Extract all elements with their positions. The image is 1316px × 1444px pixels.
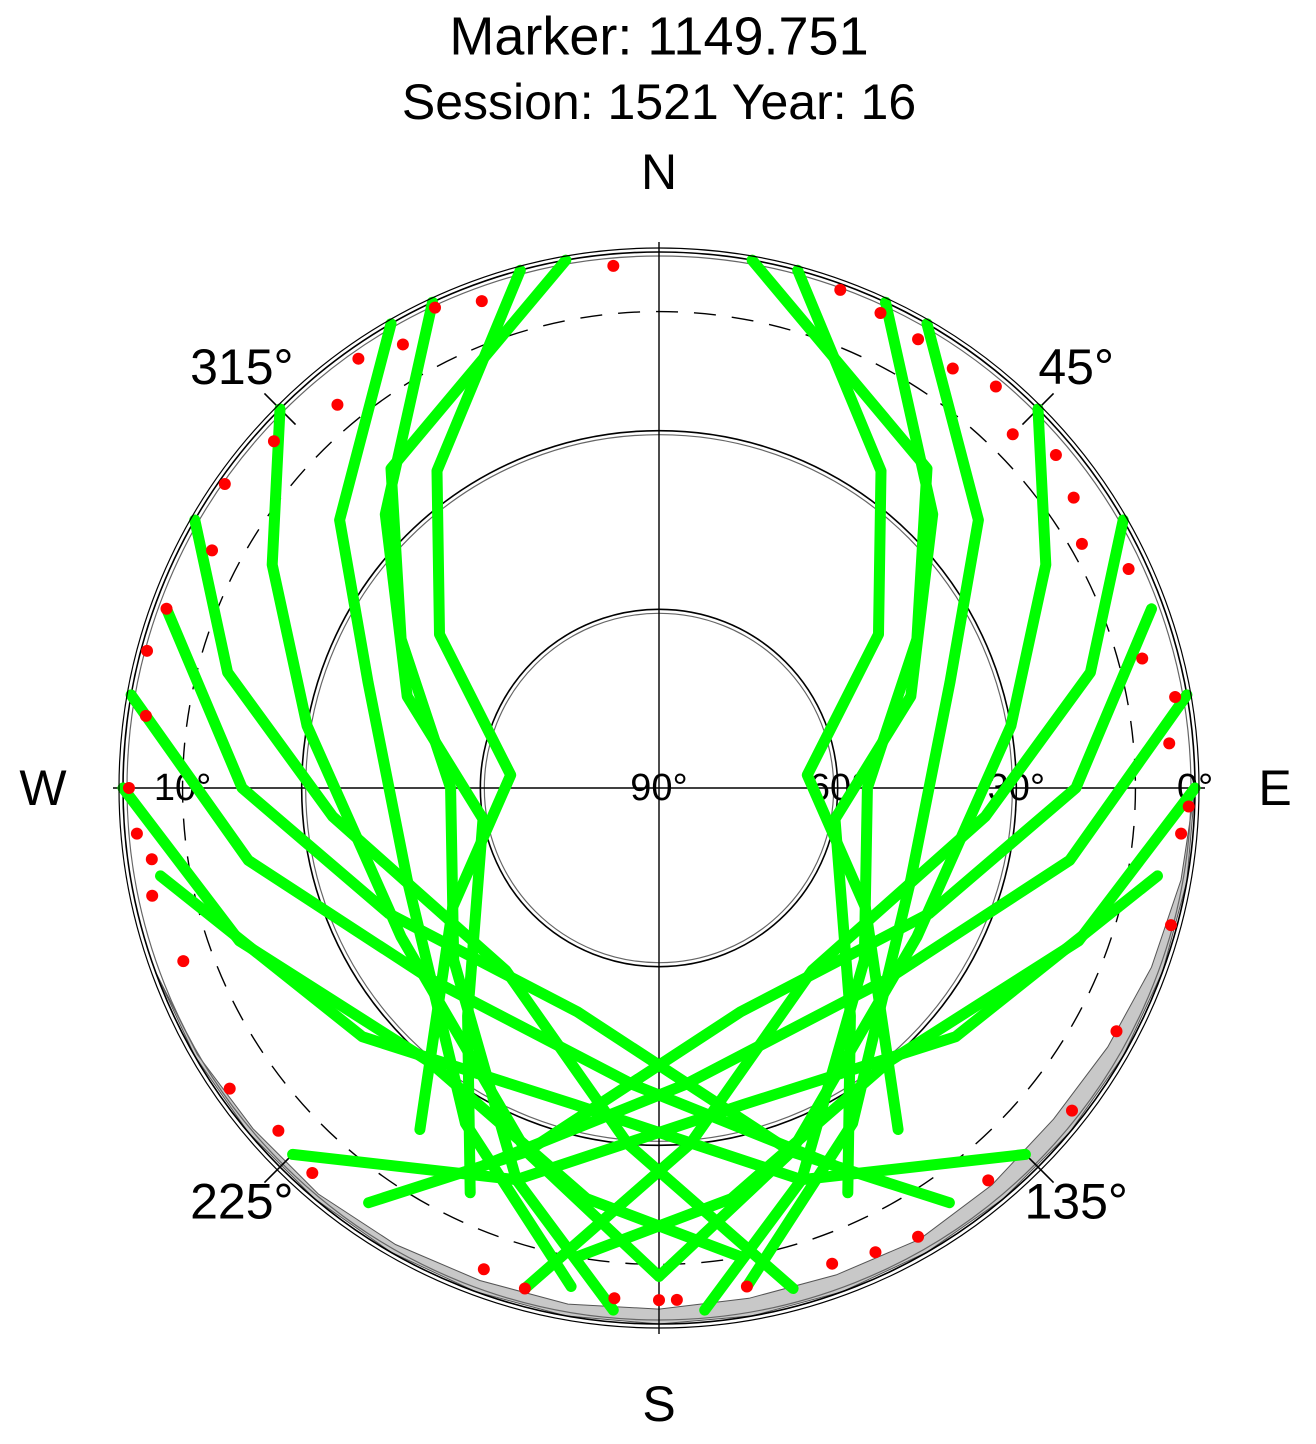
low-point xyxy=(139,709,152,722)
direction-label: S xyxy=(642,1376,675,1432)
low-point xyxy=(306,1167,319,1180)
low-point xyxy=(145,853,158,866)
satellite-track xyxy=(334,318,577,1292)
low-point xyxy=(475,295,488,308)
low-point xyxy=(206,544,219,557)
low-point xyxy=(608,1292,621,1305)
low-point xyxy=(874,307,887,320)
low-point xyxy=(428,301,441,314)
chart-title: Marker: 1149.751 xyxy=(449,6,868,66)
low-point xyxy=(1122,563,1135,576)
low-point xyxy=(1006,428,1019,441)
low-point xyxy=(518,1282,531,1295)
low-point xyxy=(1049,448,1062,461)
low-point xyxy=(396,338,409,351)
low-point xyxy=(946,362,959,375)
low-point xyxy=(869,1246,882,1259)
low-point xyxy=(141,644,154,657)
satellite-track xyxy=(125,689,841,1172)
chart-subtitle: Session: 1521 Year: 16 xyxy=(402,74,916,130)
low-point xyxy=(1075,537,1088,550)
low-point xyxy=(982,1174,995,1187)
low-point xyxy=(331,398,344,411)
direction-label: W xyxy=(19,760,67,816)
low-point xyxy=(989,380,1002,393)
low-point xyxy=(477,1263,490,1276)
direction-label: N xyxy=(641,144,677,200)
satellite-track xyxy=(829,296,939,1199)
low-point xyxy=(607,259,620,272)
low-point xyxy=(218,477,231,490)
low-point xyxy=(1164,919,1177,932)
low-point xyxy=(122,782,135,794)
low-point xyxy=(177,955,190,968)
satellite-track xyxy=(477,689,1193,1172)
low-point xyxy=(1169,690,1182,703)
satellite-track xyxy=(741,318,984,1292)
azimuth-tick-label: 225° xyxy=(190,1173,293,1229)
satellite-track xyxy=(155,870,1031,1186)
low-point xyxy=(272,1124,285,1137)
azimuth-tick-label: 45° xyxy=(1038,339,1114,395)
low-point xyxy=(1136,652,1149,665)
low-point xyxy=(146,889,159,902)
azimuth-tick-label: 135° xyxy=(1024,1173,1127,1229)
low-point xyxy=(267,435,280,448)
low-point xyxy=(1065,1104,1078,1117)
azimuth-tick-label: 315° xyxy=(190,339,293,395)
low-point xyxy=(352,352,365,365)
low-point xyxy=(130,827,143,840)
low-point xyxy=(1182,800,1195,813)
outer-rim xyxy=(118,247,1200,1329)
direction-label: E xyxy=(1258,760,1291,816)
low-point xyxy=(670,1293,683,1306)
low-point xyxy=(1110,1025,1123,1038)
low-point xyxy=(826,1257,839,1270)
low-point xyxy=(653,1294,665,1307)
low-point xyxy=(223,1082,236,1095)
satellite-track xyxy=(792,264,904,1135)
satellite-track xyxy=(189,514,799,1294)
low-point xyxy=(912,333,925,346)
low-point xyxy=(912,1230,925,1243)
satellite-track xyxy=(414,264,526,1135)
low-point xyxy=(1163,737,1176,750)
low-point xyxy=(1067,491,1080,504)
low-point xyxy=(834,283,847,296)
satellite-track xyxy=(379,296,489,1199)
satellite-track xyxy=(287,870,1163,1186)
low-point xyxy=(1175,827,1188,840)
low-point xyxy=(740,1280,753,1293)
low-point xyxy=(160,602,173,615)
